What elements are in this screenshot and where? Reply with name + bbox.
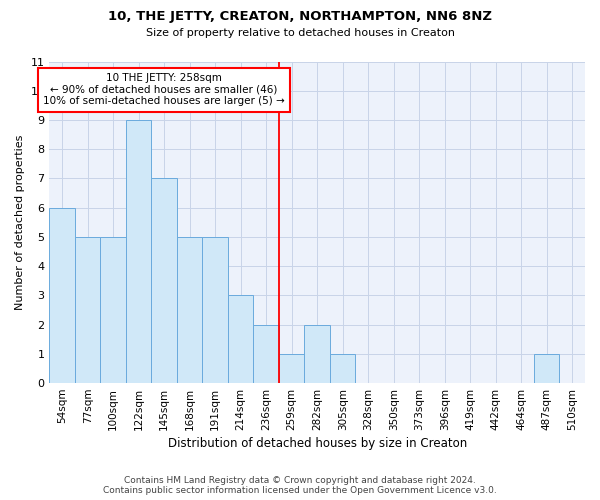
Bar bbox=[177, 237, 202, 383]
Bar bbox=[279, 354, 304, 383]
Bar bbox=[49, 208, 75, 383]
Text: 10 THE JETTY: 258sqm
← 90% of detached houses are smaller (46)
10% of semi-detac: 10 THE JETTY: 258sqm ← 90% of detached h… bbox=[43, 73, 285, 106]
Bar bbox=[304, 324, 330, 383]
Bar bbox=[228, 296, 253, 383]
Text: Contains HM Land Registry data © Crown copyright and database right 2024.
Contai: Contains HM Land Registry data © Crown c… bbox=[103, 476, 497, 495]
Text: Size of property relative to detached houses in Creaton: Size of property relative to detached ho… bbox=[146, 28, 455, 38]
Text: 10, THE JETTY, CREATON, NORTHAMPTON, NN6 8NZ: 10, THE JETTY, CREATON, NORTHAMPTON, NN6… bbox=[108, 10, 492, 23]
Y-axis label: Number of detached properties: Number of detached properties bbox=[15, 134, 25, 310]
Bar bbox=[75, 237, 100, 383]
Bar bbox=[330, 354, 355, 383]
Bar bbox=[253, 324, 279, 383]
X-axis label: Distribution of detached houses by size in Creaton: Distribution of detached houses by size … bbox=[167, 437, 467, 450]
Bar bbox=[151, 178, 177, 383]
Bar bbox=[126, 120, 151, 383]
Bar bbox=[202, 237, 228, 383]
Bar bbox=[534, 354, 559, 383]
Bar bbox=[100, 237, 126, 383]
